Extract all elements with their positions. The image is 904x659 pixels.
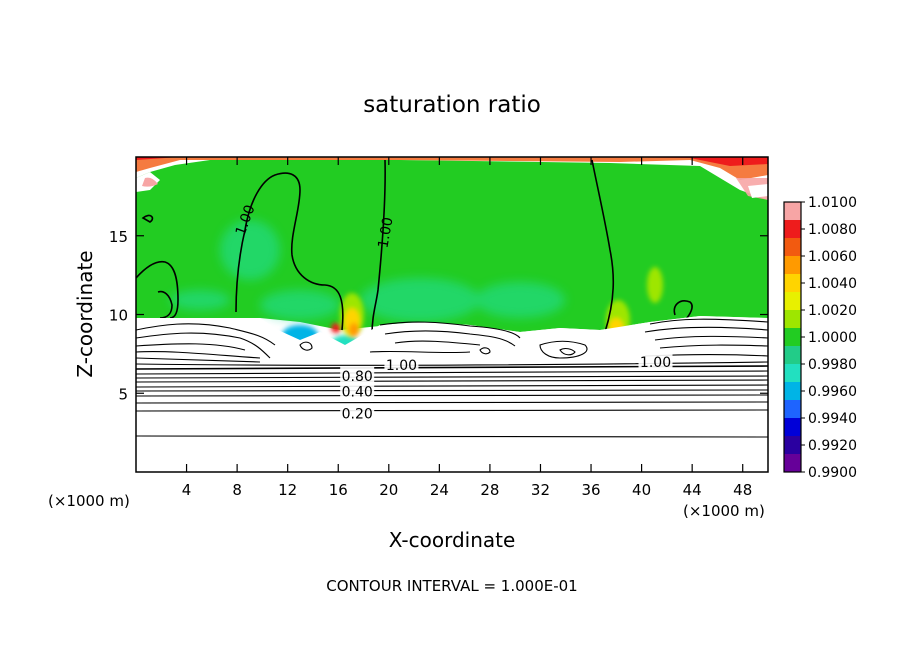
colorbar-swatch xyxy=(784,202,801,221)
contour-label: 0.20 xyxy=(340,404,375,423)
colorbar-swatch xyxy=(784,292,801,311)
x-tick-label: 16 xyxy=(329,481,348,499)
contour-label-text: 1.00 xyxy=(386,358,417,374)
contour-lines-lower xyxy=(136,365,768,438)
colorbar-swatch xyxy=(784,220,801,239)
x-unit-right: (×1000 m) xyxy=(683,502,765,520)
contour-label-bg xyxy=(340,366,375,383)
saturated-field xyxy=(136,160,768,332)
colorbar-swatch xyxy=(784,454,801,473)
colorbar-label: 1.0000 xyxy=(808,330,857,346)
cloud-region xyxy=(136,316,768,372)
colorbar-label: 0.9980 xyxy=(808,357,857,373)
contour-label-text: 1.00 xyxy=(375,216,396,249)
colorbar-label: 0.9940 xyxy=(808,411,857,427)
colorbar-swatch xyxy=(784,256,801,275)
colorbar-label: 1.0040 xyxy=(808,276,857,292)
colorbar-swatch xyxy=(784,400,801,419)
colorbar-swatch xyxy=(784,328,801,347)
x-tick-label: 8 xyxy=(232,481,242,499)
colorbar-label: 1.0080 xyxy=(808,222,857,238)
y-tick-label: 10 xyxy=(109,307,128,325)
contour-label-text: 0.20 xyxy=(342,407,373,423)
colorbar-swatch xyxy=(784,364,801,383)
colorbar-label: 0.9920 xyxy=(808,438,857,454)
y-axis-label: Z-coordinate xyxy=(73,250,97,377)
x-tick-label: 44 xyxy=(683,481,702,499)
colorbar-swatch xyxy=(784,418,801,437)
x-axis-label: X-coordinate xyxy=(389,528,516,552)
contour-label-text: 1.00 xyxy=(640,355,671,371)
colorbar: 1.0100 1.0080 1.0060 1.0040 1.0020 1.0000 0.99… xyxy=(783,195,857,481)
y-axis: 5 10 15 xyxy=(109,228,768,403)
colorbar-label: 1.0060 xyxy=(808,249,857,265)
contour-label-bg xyxy=(384,355,419,372)
colorbar-label: 1.0100 xyxy=(808,195,857,211)
contour-lines-upper xyxy=(136,159,693,336)
x-tick-label: 36 xyxy=(581,481,600,499)
contour-label-text: 0.40 xyxy=(342,385,373,401)
contour-label-bg xyxy=(638,352,673,369)
colorbar-swatch xyxy=(784,346,801,365)
colorbar-swatch xyxy=(784,382,801,401)
contour-label: 0.40 xyxy=(340,382,375,401)
upper-supersaturation-band xyxy=(136,157,768,200)
x-tick-label: 20 xyxy=(379,481,398,499)
x-tick-label: 40 xyxy=(632,481,651,499)
contour-label-text: 0.80 xyxy=(342,369,373,385)
contour-label: 0.80 xyxy=(340,366,375,385)
contour-label-bg xyxy=(340,404,375,421)
colorbar-swatch xyxy=(784,436,801,455)
x-tick-label: 28 xyxy=(480,481,499,499)
colorbar-label: 0.9960 xyxy=(808,384,857,400)
plot-area: 1.00 1.001.00 1.000.800.400.20 xyxy=(136,157,768,438)
field-shading xyxy=(170,220,565,322)
x-tick-label: 4 xyxy=(182,481,192,499)
contour-label: 1.00 xyxy=(384,355,419,374)
y-tick-label: 15 xyxy=(109,228,128,246)
colorbar-label: 0.9900 xyxy=(808,465,857,481)
contour-label: 1.00 xyxy=(375,216,396,249)
contour-label-bg xyxy=(340,382,375,399)
x-tick-label: 48 xyxy=(733,481,752,499)
contour-labels: 1.00 1.001.00 1.000.800.400.20 xyxy=(233,203,673,423)
colorbar-label: 1.0020 xyxy=(808,303,857,319)
colorbar-swatch xyxy=(784,274,801,293)
x-axis: 4 8 12 16 20 24 28 32 36 40 44 48 xyxy=(182,157,752,499)
x-unit-left: (×1000 m) xyxy=(48,492,130,510)
x-tick-label: 12 xyxy=(278,481,297,499)
contour-interval-note: CONTOUR INTERVAL = 1.000E-01 xyxy=(326,577,577,595)
x-tick-label: 32 xyxy=(531,481,550,499)
chart-title: saturation ratio xyxy=(363,92,541,118)
x-tick-label: 24 xyxy=(430,481,449,499)
y-tick-label: 5 xyxy=(118,385,128,403)
colorbar-swatch xyxy=(784,310,801,329)
contour-label: 1.00 xyxy=(638,352,673,371)
colorbar-swatch xyxy=(784,238,801,257)
